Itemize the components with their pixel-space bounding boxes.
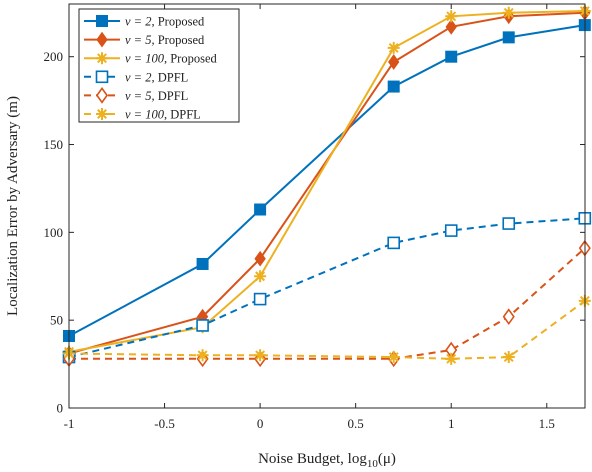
legend-method: Proposed [158, 15, 205, 29]
data-point-s1-3 [254, 203, 267, 216]
y-axis-label: Localization Error by Adversary (m) [5, 96, 21, 316]
legend-method: Proposed [170, 52, 217, 66]
legend-entry-5: ν = 5, DPFL [84, 87, 188, 104]
legend-entry-2: ν = 5, Proposed [84, 31, 205, 48]
data-point-s2-5 [445, 18, 457, 35]
series-markers [62, 4, 592, 368]
data-point-s4-6 [502, 217, 516, 230]
data-point-s1-5 [445, 50, 458, 63]
x-tick-label: 1.5 [539, 416, 555, 431]
legend-box [78, 8, 240, 123]
data-point-s4-5 [444, 224, 458, 237]
data-point-s2-4 [388, 54, 400, 70]
data-point-s6-5 [445, 352, 458, 365]
y-tick-label: 50 [50, 313, 63, 328]
legend-nu-prefix: ν = 100, [125, 52, 170, 66]
data-point-s5-6 [502, 308, 515, 326]
legend-entry-3: ν = 100, Proposed [84, 52, 218, 66]
x-tick-label: -0.5 [154, 416, 175, 431]
y-tick-label: 100 [44, 225, 64, 240]
data-point-s6-4 [387, 351, 400, 364]
x-tick-label: -1 [64, 416, 75, 431]
legend-nu-prefix: ν = 2, [125, 70, 158, 84]
data-point-s3-3 [254, 270, 267, 283]
legend-nu-prefix: ν = 100, [125, 108, 170, 122]
legend-marker [96, 15, 108, 27]
x-tick-label: 1 [448, 416, 455, 431]
legend-nu-prefix: ν = 5, [125, 33, 158, 47]
data-point-s6-2 [196, 349, 209, 362]
legend-method: DPFL [158, 70, 189, 84]
y-tick-label: 0 [57, 401, 64, 416]
data-point-s1-4 [387, 80, 400, 93]
y-tick-label: 150 [44, 137, 64, 152]
data-point-s1-6 [502, 31, 515, 44]
legend-entry-1: ν = 2, Proposed [84, 15, 205, 29]
x-tick-label: 0.5 [348, 416, 364, 431]
axis-ticks [68, 4, 585, 409]
legend-label: ν = 100, Proposed [125, 52, 218, 66]
x-tick-label: 0 [257, 416, 264, 431]
data-point-s6-6 [502, 351, 515, 364]
legend-method: Proposed [158, 33, 205, 47]
data-point-s1-2 [196, 257, 209, 270]
legend-label: ν = 2, Proposed [125, 15, 205, 29]
legend-marker [96, 52, 108, 65]
data-point-s4-4 [387, 236, 400, 250]
y-tick-label: 200 [44, 49, 64, 64]
legend-method: DPFL [170, 108, 201, 122]
legend-label: ν = 5, DPFL [125, 89, 188, 103]
legend-entry-6: ν = 100, DPFL [84, 108, 201, 122]
data-point-s2-3 [254, 250, 266, 267]
legend-entry-4: ν = 2, DPFL [84, 70, 188, 84]
data-point-s3-5 [445, 10, 458, 23]
data-point-s6-3 [254, 349, 267, 362]
data-point-s4-3 [253, 292, 267, 306]
data-point-s4-2 [196, 319, 209, 332]
legend-marker [96, 108, 108, 120]
x-axis-label: Noise Budget, log10(μ) [258, 451, 396, 470]
legend-marker [96, 31, 108, 48]
plot-frame [68, 3, 586, 409]
legend-nu-prefix: ν = 2, [125, 15, 158, 29]
legend-label: ν = 100, DPFL [125, 108, 201, 122]
legend-label: ν = 2, DPFL [125, 70, 188, 84]
legend-method: DPFL [158, 89, 189, 103]
data-point-s3-4 [387, 41, 400, 54]
legend-label: ν = 5, Proposed [125, 33, 205, 47]
axis-tick-labels: -1 -0.5 0 0.5 1 1.5 0 50 100 150 200 [44, 49, 555, 431]
legend-marker [95, 87, 109, 104]
legend-marker [95, 70, 109, 84]
legend-nu-prefix: ν = 5, [125, 89, 158, 103]
data-point-s3-6 [502, 6, 515, 19]
